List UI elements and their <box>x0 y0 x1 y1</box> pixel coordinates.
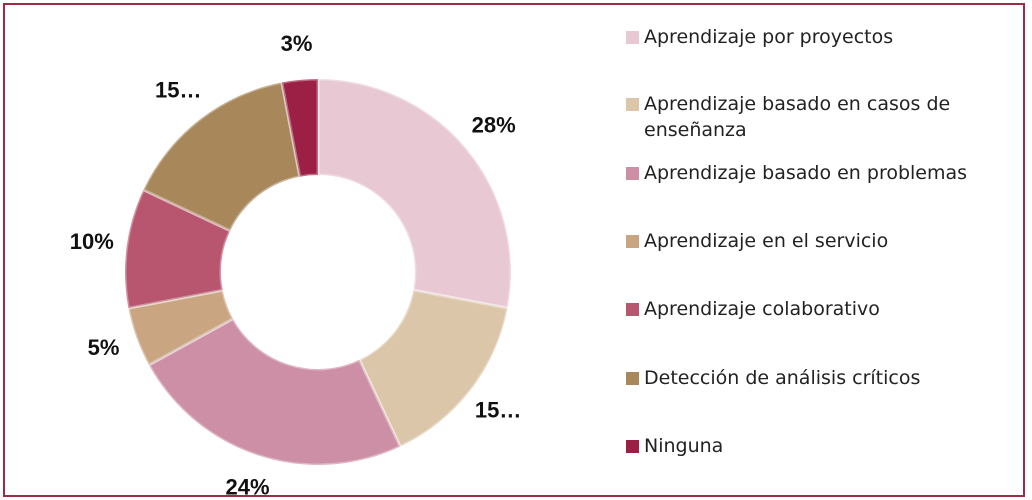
value-label: 5% <box>88 335 120 360</box>
legend-swatch <box>626 98 639 111</box>
legend-swatch <box>626 167 639 180</box>
legend-item: Ninguna <box>626 433 1006 459</box>
legend-item: Aprendizaje basado en problemas <box>626 160 1006 186</box>
legend-item: Aprendizaje basado en casos de enseñanza <box>626 91 1006 143</box>
value-label: 24% <box>226 475 270 500</box>
frame <box>3 3 1025 497</box>
value-label: 10% <box>70 229 114 254</box>
legend-item: Detección de análisis críticos <box>626 365 1006 391</box>
legend: Aprendizaje por proyectos Aprendizaje bas… <box>626 0 1016 500</box>
legend-item: Aprendizaje en el servicio <box>626 228 1006 254</box>
legend-swatch <box>626 372 639 385</box>
donut-segment <box>280 77 320 179</box>
legend-label: Aprendizaje colaborativo <box>644 298 880 320</box>
value-label: 28% <box>472 112 516 137</box>
legend-label: Detección de análisis críticos <box>644 367 921 389</box>
legend-label: Aprendizaje basado en casos de enseñanza <box>644 93 951 141</box>
legend-swatch <box>626 31 639 44</box>
donut-segment <box>126 288 236 368</box>
legend-label: Aprendizaje por proyectos <box>644 26 894 48</box>
legend-item: Aprendizaje por proyectos <box>626 24 1006 50</box>
legend-swatch <box>626 440 639 453</box>
value-label: 15… <box>155 78 201 103</box>
donut-segment <box>146 316 403 467</box>
legend-swatch <box>626 235 639 248</box>
donut-segment <box>357 288 510 449</box>
chart: 28% 15… 24% 5% 10% 15… 3% <box>70 31 522 500</box>
legend-label: Ninguna <box>644 435 724 457</box>
donut-segment <box>316 77 513 310</box>
value-label: 15… <box>475 398 521 423</box>
legend-item: Aprendizaje colaborativo <box>626 296 1006 322</box>
legend-label: Aprendizaje en el servicio <box>644 230 889 252</box>
donut-segment <box>141 80 302 233</box>
value-label: 3% <box>281 31 313 56</box>
donut-segment <box>123 187 233 310</box>
legend-label: Aprendizaje basado en problemas <box>644 162 968 184</box>
legend-swatch <box>626 303 639 316</box>
